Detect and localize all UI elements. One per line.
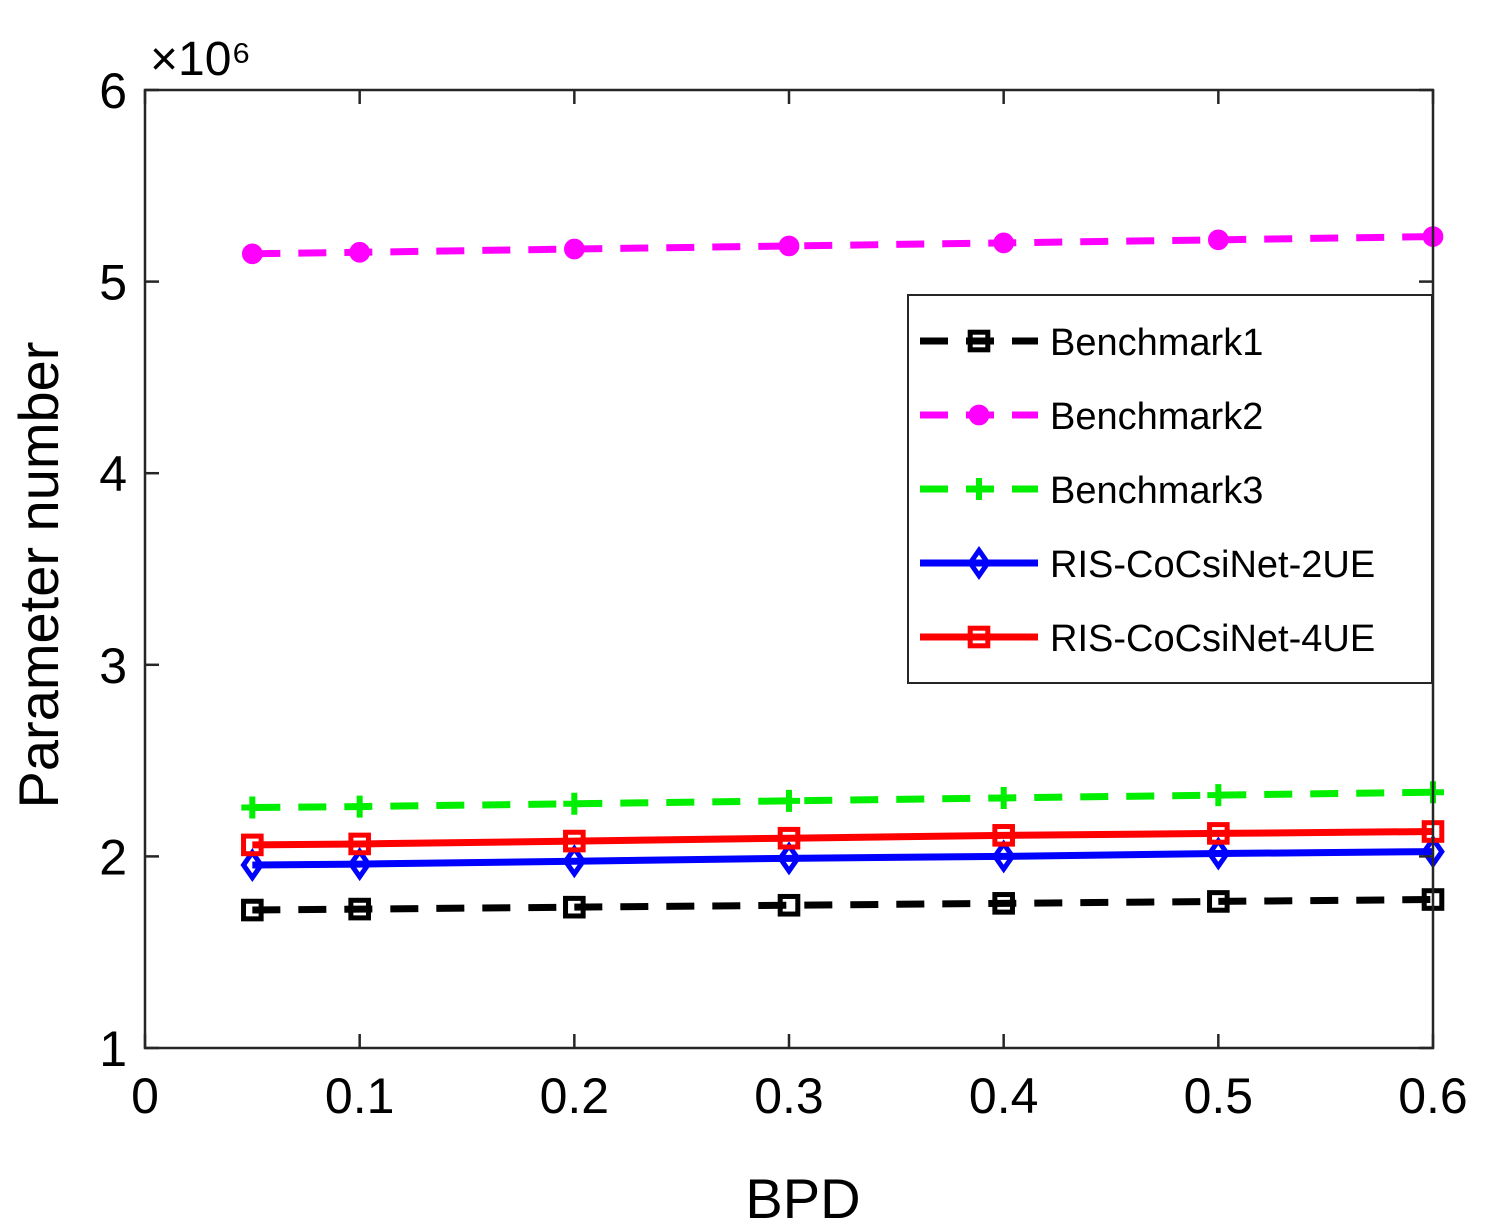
- x-tick-label: 0: [131, 1068, 159, 1124]
- series-line: [252, 848, 1434, 869]
- y-tick-label: 4: [99, 446, 127, 502]
- legend-marker: [968, 404, 990, 426]
- data-point: [1207, 890, 1230, 913]
- x-axis-title: BPD: [745, 1167, 860, 1227]
- legend-item: Benchmark3: [920, 470, 1263, 512]
- legend-label: RIS-CoCsiNet-4UE: [1050, 618, 1375, 660]
- data-point: [1207, 784, 1230, 807]
- data-point: [563, 829, 586, 853]
- series-Benchmark1: [241, 888, 1445, 922]
- x-tick-label: 0.5: [1184, 1068, 1254, 1124]
- data-point: [777, 826, 801, 850]
- series-line: [252, 788, 1434, 812]
- data-point: [1207, 822, 1230, 845]
- legend-marker: [967, 625, 991, 649]
- data-point: [348, 897, 371, 921]
- legend-label: Benchmark3: [1050, 470, 1263, 512]
- data-point: [348, 795, 371, 818]
- data-point: [1206, 836, 1231, 871]
- legend-box: [907, 294, 1433, 684]
- legend-label: Benchmark2: [1050, 396, 1263, 438]
- x-tick-label: 0.2: [540, 1068, 610, 1124]
- legend-label: RIS-CoCsiNet-2UE: [1050, 544, 1375, 586]
- data-point: [992, 892, 1015, 915]
- data-point: [348, 832, 371, 856]
- series-Benchmark3: [241, 781, 1444, 819]
- data-point: [241, 796, 264, 819]
- axes: 0 0.1 0.2 0.3 0.4 0.5 0.6 1 2 3 4 5 6: [99, 63, 1468, 1124]
- y-tick-label: 5: [99, 255, 127, 311]
- series-RIS-CoCsiNet-4UE: [241, 820, 1445, 857]
- data-point: [991, 839, 1016, 874]
- legend-label: Benchmark1: [1050, 322, 1263, 364]
- y-tick-label: 1: [99, 1021, 127, 1077]
- y-tick-label: 2: [99, 829, 127, 885]
- series-line: [252, 896, 1434, 914]
- x-tick-label: 0.6: [1398, 1068, 1468, 1124]
- series-line: [252, 233, 1434, 258]
- series-Benchmark2: [241, 226, 1444, 265]
- data-point: [778, 789, 800, 812]
- legend-marker: [967, 329, 991, 353]
- data-point: [777, 841, 801, 876]
- data-point: [241, 898, 264, 922]
- x-tick-label: 0.4: [969, 1068, 1039, 1124]
- data-point: [562, 844, 587, 879]
- data-point: [563, 238, 585, 260]
- legend: Benchmark1 Benchmark2 Benchmark3 RIS-CoCsiN…: [907, 294, 1433, 684]
- data-point: [349, 241, 371, 263]
- data-point: [563, 792, 586, 815]
- y-tick-label: 6: [99, 63, 127, 119]
- legend-item: Benchmark2: [920, 396, 1263, 438]
- data-point: [992, 786, 1015, 809]
- data-point: [347, 847, 372, 882]
- series-line: [252, 827, 1434, 849]
- y-axis-title: Parameter number: [7, 342, 70, 809]
- legend-marker: [968, 478, 990, 500]
- data-point: [240, 847, 265, 883]
- data-point: [241, 243, 263, 265]
- x-tick-label: 0.1: [325, 1068, 395, 1124]
- y-tick-label: 3: [99, 638, 127, 694]
- legend-marker: [967, 545, 991, 581]
- legend-item: RIS-CoCsiNet-2UE: [920, 544, 1375, 586]
- data-point: [1207, 229, 1229, 251]
- data-point: [777, 893, 801, 917]
- x-tick-label: 0.3: [754, 1068, 824, 1124]
- legend-item: RIS-CoCsiNet-4UE: [920, 618, 1375, 660]
- plot-area: [240, 226, 1445, 922]
- data-point: [778, 235, 800, 257]
- data-point: [993, 232, 1015, 254]
- data-point: [992, 824, 1015, 847]
- y-scale-exponent: ×10⁶: [150, 33, 251, 86]
- data-point: [241, 833, 264, 857]
- data-point: [563, 895, 586, 919]
- legend-item: Benchmark1: [920, 322, 1263, 364]
